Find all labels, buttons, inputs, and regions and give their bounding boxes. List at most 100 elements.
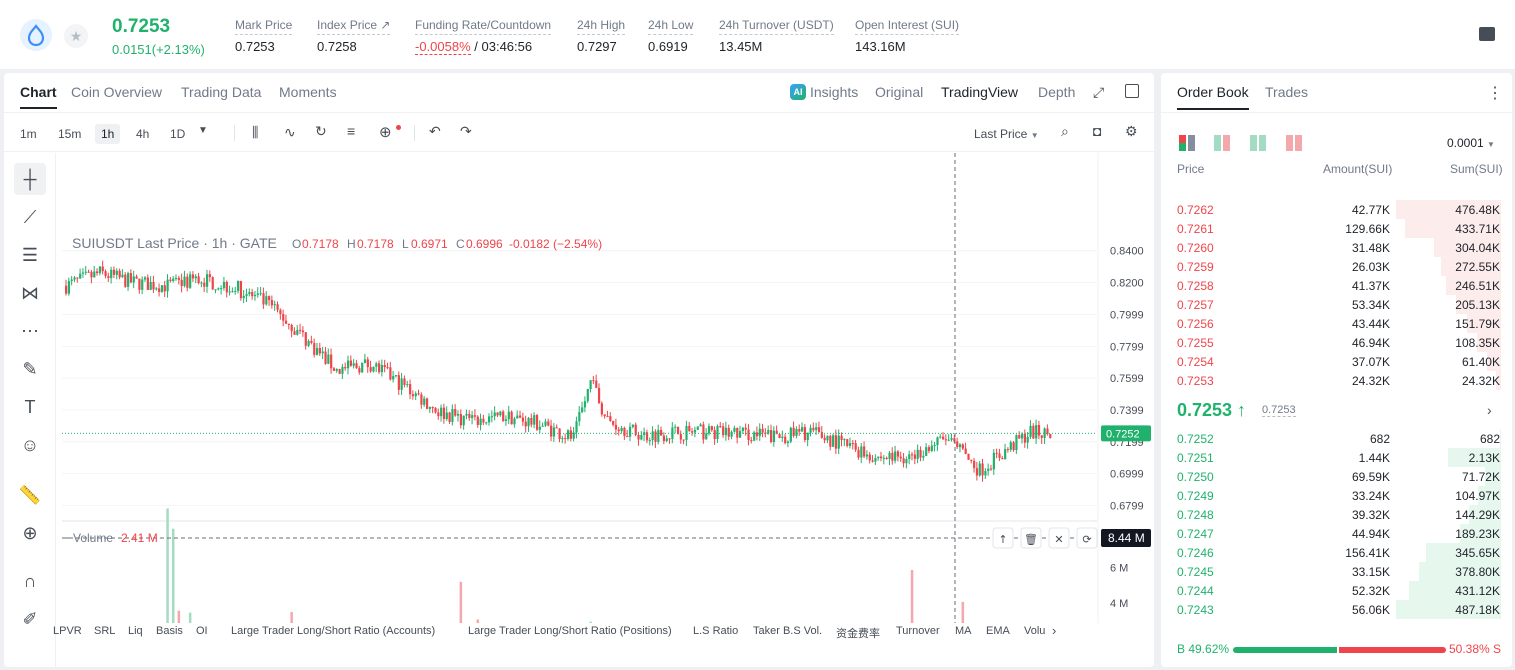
tab-trading-data[interactable]: Trading Data [181,84,262,100]
more-menu-icon[interactable]: ⋮ [1487,85,1503,102]
timeframe-4h[interactable]: 4h [136,127,150,141]
fib-icon[interactable]: ⋯ [21,321,39,341]
add-alert-icon[interactable]: ⊕ [379,124,392,141]
indicator-item[interactable]: 资金费率 [836,628,880,640]
bid-row[interactable]: 0.7244 52.32K 431.12K [1161,581,1512,600]
tab-coin-overview[interactable]: Coin Overview [71,84,163,100]
zoom-in-icon[interactable]: ⊕ [22,523,38,543]
ask-row[interactable]: 0.7254 37.07K 61.40K [1161,352,1512,371]
bid-row[interactable]: 0.7249 33.24K 104.97K [1161,486,1512,505]
guide-book-icon[interactable] [1479,27,1495,41]
tab-trades[interactable]: Trades [1265,84,1309,100]
price-chart[interactable]: 0.8400 0.8200 0.7999 0.7799 0.7599 0.7399 0.71… [57,153,1152,623]
timeframe-15m[interactable]: 15m [58,127,82,141]
view-original[interactable]: Original [875,84,924,100]
crosshair-icon[interactable]: ┼ [14,163,46,195]
indicator-item[interactable]: OI [196,625,208,637]
timeframe-1h[interactable]: 1h [95,124,121,144]
tick-size-select[interactable]: 0.0001 ▼ [1447,136,1495,150]
ask-row[interactable]: 0.7256 43.44K 151.79K [1161,314,1512,333]
indicator-item[interactable]: Large Trader Long/Short Ratio (Accounts) [231,625,436,637]
price-source-select[interactable]: Last Price ▼ [974,127,1039,141]
move-up-icon-bg[interactable] [992,527,1014,549]
indicator-item[interactable]: Liq [128,625,143,637]
maximize-pane-icon[interactable]: ⟳ [1082,533,1091,546]
indicator-item[interactable]: Basis [156,625,183,637]
compare-icon[interactable]: ↻ [315,123,327,139]
bid-row[interactable]: 0.7246 156.41K 345.65K [1161,543,1512,562]
timeframe-dropdown-icon[interactable]: ▼ [198,125,208,136]
delete-pane-icon-bg[interactable] [1020,527,1042,549]
ask-row[interactable]: 0.7255 46.94K 108.35K [1161,333,1512,352]
text-tool-icon[interactable]: T [24,397,36,417]
indicator-item[interactable]: EMA [986,625,1010,637]
candle [848,443,852,446]
horizontal-lines-icon[interactable]: ☰ [21,245,39,265]
search-icon[interactable]: ⌕ [1061,123,1069,139]
stat-index-price[interactable]: Index Price ↗ 0.7258 [317,18,391,54]
ask-row[interactable]: 0.7259 26.03K 272.55K [1161,257,1512,276]
view-asks-icon[interactable] [1286,135,1302,151]
undo-icon[interactable]: ↶ [429,123,441,139]
stat-funding-rate[interactable]: Funding Rate/Countdown -0.0058% / 03:46:… [415,18,552,55]
view-bids-icon[interactable] [1250,135,1266,151]
view-tradingview[interactable]: TradingView [941,84,1019,100]
maximize-pane-icon-bg[interactable] [1076,527,1098,549]
indicator-item[interactable]: Taker B.S Vol. [753,625,823,637]
bid-row[interactable]: 0.7243 56.06K 487.18K [1161,600,1512,619]
mark-price-ref[interactable]: 0.7253 [1262,404,1296,417]
ruler-icon[interactable]: 📏 [18,485,42,505]
tab-order-book[interactable]: Order Book [1177,84,1249,110]
ask-row[interactable]: 0.7257 53.34K 205.13K [1161,295,1512,314]
candle [547,421,550,426]
collapse-pane-icon[interactable]: ✕ [1054,533,1063,546]
gear-icon[interactable]: ⚙ [1125,123,1138,139]
brush-icon[interactable]: ✎ [22,359,38,379]
ask-row[interactable]: 0.7261 129.66K 433.71K [1161,219,1512,238]
indicator-item[interactable]: Volu [1024,625,1046,637]
tab-chart[interactable]: Chart [20,84,57,109]
emoji-icon[interactable]: ☺ [20,435,40,455]
pencil-lock-icon[interactable]: ✐ [22,609,38,629]
chevron-right-icon[interactable]: › [1052,623,1057,638]
ask-row[interactable]: 0.7258 41.37K 246.51K [1161,276,1512,295]
favorite-star-icon[interactable]: ★ [64,24,88,48]
move-up-icon[interactable]: ↑ [998,533,1007,546]
bid-row[interactable]: 0.7252 682 682 [1161,429,1512,448]
view-insights[interactable]: Insights [810,84,859,100]
bid-row[interactable]: 0.7245 33.15K 378.80K [1161,562,1512,581]
stat-mark-price[interactable]: Mark Price 0.7253 [235,18,293,54]
indicators-icon[interactable]: ∿ [284,124,296,140]
candle-type-icon[interactable]: ⫼ [252,124,259,140]
magnet-icon[interactable]: ∩ [23,571,37,591]
redo-icon[interactable]: ↷ [460,123,472,139]
indicator-item[interactable]: MA [955,625,972,637]
bid-row[interactable]: 0.7247 44.94K 189.23K [1161,524,1512,543]
chevron-right-icon[interactable]: › [1487,402,1492,418]
ask-row[interactable]: 0.7260 31.48K 304.04K [1161,238,1512,257]
indicator-item[interactable]: LPVR [53,625,82,637]
collapse-pane-icon-bg[interactable] [1048,527,1070,549]
delete-pane-icon[interactable]: 🗑 [1024,533,1038,546]
bid-row[interactable]: 0.7248 39.32K 144.29K [1161,505,1512,524]
timeframe-1d[interactable]: 1D [170,127,186,141]
bid-row[interactable]: 0.7250 69.59K 71.72K [1161,467,1512,486]
bid-row[interactable]: 0.7251 1.44K 2.13K [1161,448,1512,467]
ask-row[interactable]: 0.7262 42.77K 476.48K [1161,200,1512,219]
view-both-icon[interactable] [1179,135,1195,151]
timeframe-1m[interactable]: 1m [20,127,37,141]
view-depth[interactable]: Depth [1038,84,1076,100]
window-icon[interactable] [1125,84,1139,98]
indicator-item[interactable]: Turnover [896,625,940,637]
trend-line-icon[interactable]: ⟋ [23,207,37,227]
expand-icon[interactable]: ⤢ [1093,84,1105,100]
templates-icon[interactable]: ≡ [347,123,356,139]
indicator-item[interactable]: L.S Ratio [693,625,739,637]
pattern-icon[interactable]: ⋈ [21,283,39,303]
tab-moments[interactable]: Moments [279,84,337,100]
indicator-item[interactable]: SRL [94,625,116,637]
indicator-item[interactable]: Large Trader Long/Short Ratio (Positions… [468,625,672,637]
camera-icon[interactable]: ◘ [1093,123,1102,139]
ask-row[interactable]: 0.7253 24.32K 24.32K [1161,371,1512,390]
view-split-icon[interactable] [1214,135,1230,151]
